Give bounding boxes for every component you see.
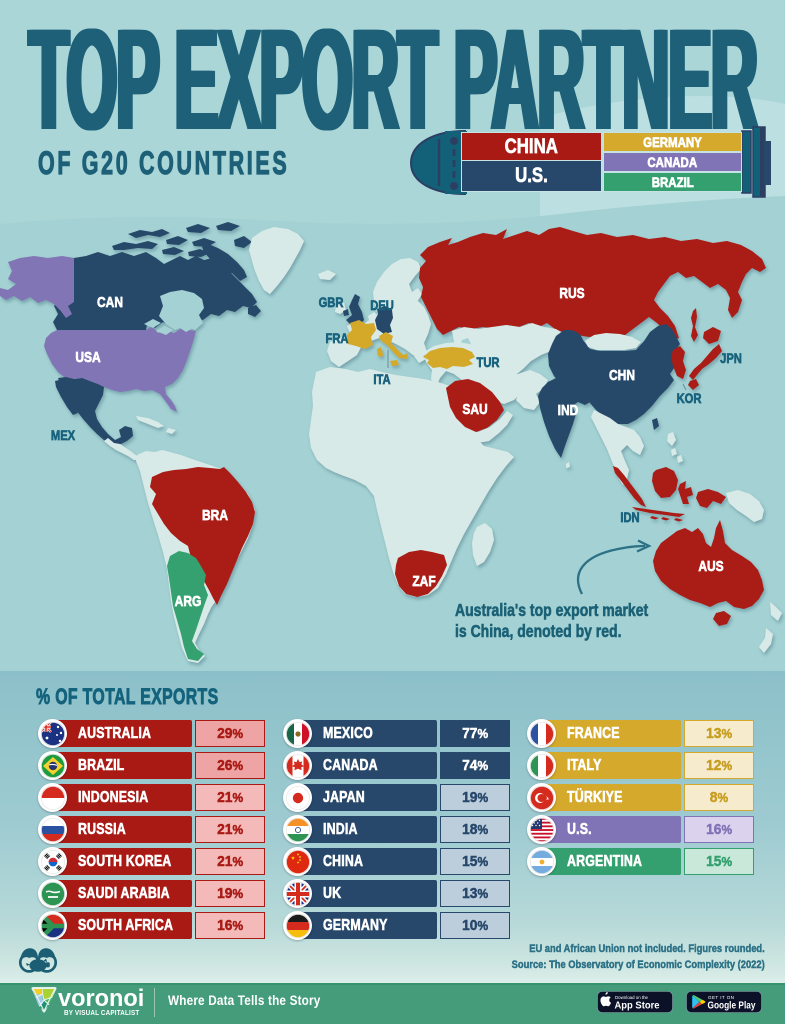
svg-text:MEX: MEX	[51, 428, 76, 443]
svg-text:DEU: DEU	[370, 298, 394, 313]
svg-text:GBR: GBR	[319, 295, 344, 310]
svg-text:App Store: App Store	[615, 1001, 660, 1012]
svg-text:BRA: BRA	[202, 507, 228, 524]
svg-text:Google Play: Google Play	[708, 1001, 756, 1012]
svg-text:JPN: JPN	[720, 351, 742, 366]
svg-text:KOR: KOR	[677, 391, 702, 406]
svg-text:IDN: IDN	[620, 510, 639, 525]
svg-text:AUS: AUS	[698, 558, 723, 575]
svg-text:ZAF: ZAF	[412, 573, 435, 590]
svg-text:TUR: TUR	[477, 355, 500, 370]
svg-text:Download on the: Download on the	[615, 995, 648, 1000]
svg-text:RUS: RUS	[559, 285, 584, 302]
svg-text:CHN: CHN	[609, 367, 635, 384]
svg-text:FRA: FRA	[326, 331, 349, 346]
svg-text:CAN: CAN	[97, 294, 123, 311]
svg-text:SAU: SAU	[462, 401, 487, 418]
svg-text:USA: USA	[75, 349, 100, 366]
svg-text:ARG: ARG	[175, 593, 202, 610]
svg-text:ITA: ITA	[373, 372, 390, 387]
svg-text:IND: IND	[558, 402, 579, 419]
svg-text:GET IT ON: GET IT ON	[708, 995, 734, 1000]
